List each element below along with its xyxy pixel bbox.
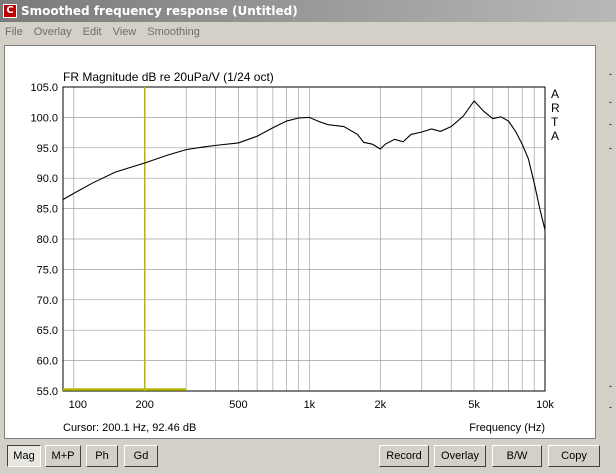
- y-tick-label: 55.0: [37, 386, 58, 398]
- x-tick-label: 1k: [304, 399, 316, 411]
- y-tick-label: 65.0: [37, 325, 58, 337]
- window-title: Smoothed frequency response (Untitled): [21, 4, 298, 18]
- y-tick-label: 90.0: [37, 173, 58, 185]
- app-icon[interactable]: C: [3, 4, 17, 18]
- grid: [62, 86, 546, 392]
- menu-file[interactable]: File: [5, 26, 23, 38]
- x-tick-label: 500: [229, 399, 247, 411]
- x-axis-ticks: 100 200 500 1k 2k 5k 10k: [69, 399, 555, 411]
- menu-view[interactable]: View: [112, 26, 137, 38]
- x-tick-label: 10k: [536, 399, 554, 411]
- y-tick-label: 60.0: [37, 356, 58, 368]
- cursor: [63, 87, 187, 391]
- y-tick-label: 100.0: [30, 112, 58, 124]
- menu-smoothing[interactable]: Smoothing: [147, 26, 200, 38]
- cursor-readout: Cursor: 200.1 Hz, 92.46 dB: [63, 422, 196, 434]
- title-bar[interactable]: C Smoothed frequency response (Untitled): [0, 0, 616, 22]
- chart-title: FR Magnitude dB re 20uPa/V (1/24 oct): [63, 70, 274, 84]
- fr-magnitude-curve: [62, 100, 546, 231]
- edge-dash-icon: -: [609, 97, 612, 107]
- edge-dash-icon: -: [609, 402, 612, 412]
- x-axis-label: Frequency (Hz): [469, 422, 545, 434]
- edge-dash-icon: -: [609, 381, 612, 391]
- group-delay-button[interactable]: Gd: [124, 445, 158, 467]
- copy-button[interactable]: Copy: [548, 445, 600, 467]
- brand-letter-r: R: [551, 101, 560, 115]
- mag-phase-button[interactable]: M+P: [45, 445, 81, 467]
- brand-letter-a2: A: [551, 129, 559, 143]
- mag-button[interactable]: Mag: [7, 445, 41, 467]
- record-button[interactable]: Record: [379, 445, 429, 467]
- edge-dash-icon: -: [609, 143, 612, 153]
- menu-bar: File Overlay Edit View Smoothing: [0, 22, 616, 42]
- menu-edit[interactable]: Edit: [82, 26, 102, 38]
- x-tick-label: 2k: [375, 399, 387, 411]
- plot-panel[interactable]: 55.0 60.0 65.0 70.0 75.0 80.0 85.0 90.0 95.0 100.…: [4, 45, 596, 439]
- edge-dash-icon: -: [609, 119, 612, 129]
- y-tick-label: 75.0: [37, 264, 58, 276]
- menu-overlay[interactable]: Overlay: [33, 26, 72, 38]
- y-tick-label: 105.0: [30, 82, 58, 94]
- plot-area-border: [62, 86, 546, 392]
- brand-letter-t: T: [551, 115, 559, 129]
- x-tick-label: 5k: [468, 399, 480, 411]
- frequency-response-chart[interactable]: 55.0 60.0 65.0 70.0 75.0 80.0 85.0 90.0 95.0 100.…: [5, 46, 595, 438]
- x-tick-label: 100: [69, 399, 87, 411]
- y-tick-label: 80.0: [37, 234, 58, 246]
- edge-dash-icon: -: [609, 69, 612, 79]
- phase-button[interactable]: Ph: [86, 445, 118, 467]
- bw-button[interactable]: B/W: [492, 445, 542, 467]
- right-edge-strip: - - - - - -: [600, 45, 616, 439]
- y-axis-ticks: 55.0 60.0 65.0 70.0 75.0 80.0 85.0 90.0 95.0 100.…: [30, 82, 58, 398]
- button-bar: Mag M+P Ph Gd Record Overlay B/W Copy: [0, 443, 616, 474]
- y-tick-label: 85.0: [37, 204, 58, 216]
- overlay-button[interactable]: Overlay: [434, 445, 486, 467]
- x-tick-label: 200: [136, 399, 154, 411]
- y-tick-label: 95.0: [37, 143, 58, 155]
- brand-letter-a: A: [551, 87, 559, 101]
- y-tick-label: 70.0: [37, 295, 58, 307]
